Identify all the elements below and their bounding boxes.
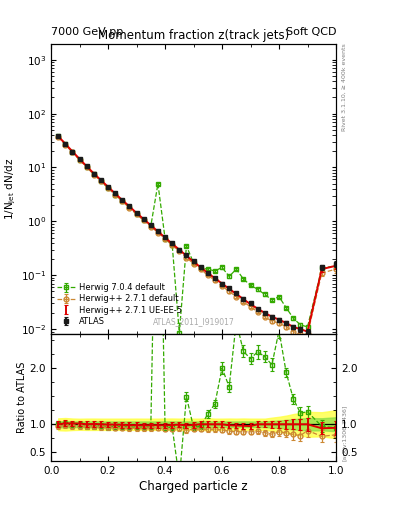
Text: Soft QCD: Soft QCD (286, 27, 336, 37)
Text: Rivet 3.1.10, ≥ 400k events: Rivet 3.1.10, ≥ 400k events (342, 44, 347, 131)
Y-axis label: Ratio to ATLAS: Ratio to ATLAS (17, 362, 27, 433)
Y-axis label: 1/N$_{\rm jet}$ dN/dz: 1/N$_{\rm jet}$ dN/dz (4, 158, 18, 220)
Text: 7000 GeV pp: 7000 GeV pp (51, 27, 123, 37)
Title: Momentum fraction z(track jets): Momentum fraction z(track jets) (98, 29, 289, 42)
Text: ATLAS_2011_I919017: ATLAS_2011_I919017 (152, 316, 235, 326)
Legend: Herwig 7.0.4 default, Herwig++ 2.7.1 default, Herwig++ 2.7.1 UE-EE-5, ATLAS: Herwig 7.0.4 default, Herwig++ 2.7.1 def… (55, 282, 184, 327)
Text: [arXiv:1306.3436]: [arXiv:1306.3436] (342, 404, 347, 461)
X-axis label: Charged particle z: Charged particle z (139, 480, 248, 493)
